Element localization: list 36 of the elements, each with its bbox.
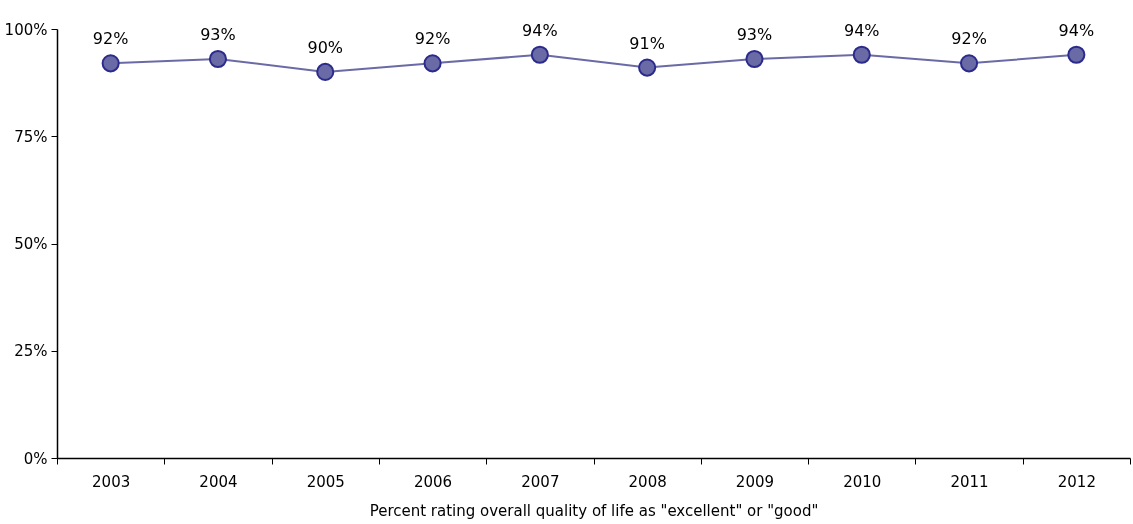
data-label: 92% [414,29,451,49]
x-tick-label: 2004 [199,472,238,491]
x-tick-label: 2007 [521,472,560,491]
data-label: 94% [843,20,880,40]
x-tick-label: 2008 [628,472,667,491]
point [101,54,120,73]
x-tick-label: 2010 [843,472,882,491]
data-label: 93% [736,25,773,45]
data-label: 91% [629,33,665,53]
point [638,58,657,77]
x-tick-label: 2006 [413,472,453,491]
point [530,45,549,64]
data-label: 93% [200,25,236,45]
y-tick-label: 100% [4,20,48,39]
data-label: 92% [92,29,129,49]
x-axis-title: Percent rating overall quality of life as "excellent" or "good" [369,501,819,520]
point [1067,45,1086,64]
point [423,54,442,73]
x-tick-label: 2009 [735,472,775,491]
point [852,45,871,64]
y-tick-label: 50% [14,235,48,253]
x-tick-label: 2012 [1057,472,1096,491]
x-tick-label: 2011 [950,472,989,491]
data-label: 92% [951,29,987,49]
x-tick-label: 2003 [92,472,131,491]
x-tick-label: 2005 [306,472,345,491]
data-label: 94% [522,20,558,40]
data-label: 94% [1058,20,1095,40]
point [745,49,764,69]
data-label: 90% [307,37,344,57]
y-tick-label: 25% [14,342,48,361]
point [959,54,979,73]
y-tick-label: 0% [23,449,48,468]
point [316,62,335,81]
point [208,49,228,69]
y-tick-label: 75% [14,127,48,146]
